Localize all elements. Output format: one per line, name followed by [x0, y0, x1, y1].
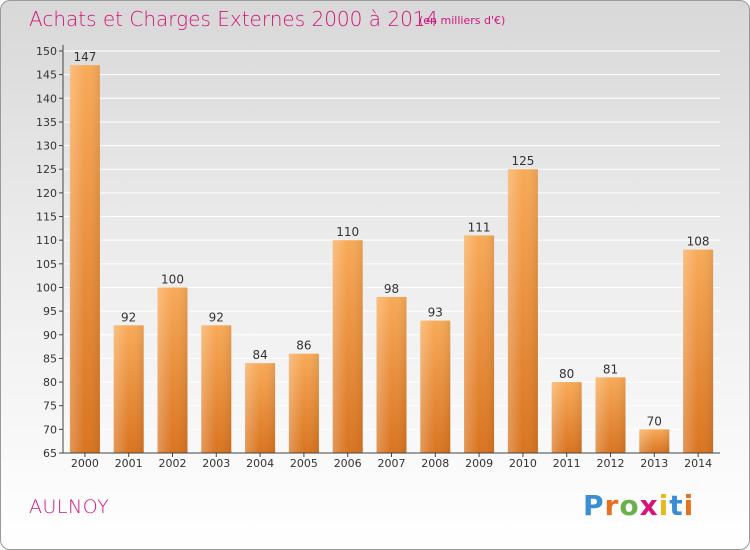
x-tick-label: 2010: [509, 457, 537, 470]
x-tick-label: 2004: [246, 457, 274, 470]
bar-shade: [595, 377, 626, 453]
bar-shade: [639, 429, 670, 453]
x-tick-label: 2008: [421, 457, 449, 470]
x-tick-label: 2012: [597, 457, 625, 470]
logo-letter: i: [658, 489, 670, 522]
y-tick-label: 80: [43, 376, 57, 389]
data-label: 84: [252, 348, 267, 362]
y-tick-label: 150: [36, 45, 57, 58]
y-tick-label: 135: [36, 116, 57, 129]
data-label: 86: [296, 339, 311, 353]
bar-shade: [201, 325, 232, 453]
y-tick-label: 110: [36, 234, 57, 247]
bar-shade: [551, 382, 582, 453]
y-tick-label: 130: [36, 140, 57, 153]
x-axis-ticks: 2000 2001 2002 2003 2004 2005 2006 2007 2008 2009…: [71, 453, 712, 470]
bar-shade: [245, 363, 276, 453]
data-label: 70: [647, 414, 662, 428]
bar-shade: [464, 235, 495, 453]
bar-shade: [420, 320, 451, 453]
proxiti-logo: Proxiti: [583, 489, 694, 522]
y-tick-label: 115: [36, 211, 57, 224]
x-tick-label: 2014: [684, 457, 712, 470]
y-tick-label: 140: [36, 92, 57, 105]
y-tick-label: 125: [36, 163, 57, 176]
logo-letter: t: [669, 489, 684, 522]
data-label: 81: [603, 362, 618, 376]
data-labels: 147 92 100 92 84 86 110 98 93 111 125 80 81 70 108: [73, 50, 709, 428]
logo-letter: x: [639, 489, 659, 522]
bar-shade: [288, 353, 319, 453]
x-tick-label: 2013: [640, 457, 668, 470]
logo-letter: P: [583, 489, 605, 522]
y-tick-label: 145: [36, 69, 57, 82]
logo-letter: o: [619, 489, 640, 522]
x-tick-label: 2003: [202, 457, 230, 470]
x-tick-label: 2006: [334, 457, 362, 470]
x-tick-label: 2009: [465, 457, 493, 470]
data-label: 92: [121, 310, 136, 324]
y-tick-label: 90: [43, 329, 57, 342]
x-tick-label: 2001: [115, 457, 143, 470]
y-tick-label: 75: [43, 400, 57, 413]
data-label: 100: [161, 272, 184, 286]
y-tick-label: 100: [36, 281, 57, 294]
x-tick-label: 2005: [290, 457, 318, 470]
data-label: 93: [428, 306, 443, 320]
data-label: 125: [511, 154, 534, 168]
x-tick-label: 2007: [378, 457, 406, 470]
y-tick-label: 65: [43, 447, 57, 460]
data-label: 111: [468, 220, 491, 234]
data-label: 98: [384, 282, 399, 296]
y-tick-label: 95: [43, 305, 57, 318]
axes: [62, 45, 720, 454]
y-axis-ticks: 65 70 75 80 85 90 95 100 105 110 115 120 125 130 135 14…: [36, 45, 63, 460]
x-tick-label: 2011: [553, 457, 581, 470]
bar-shade: [683, 249, 714, 453]
data-label: 110: [336, 225, 359, 239]
bar-shade: [376, 296, 407, 453]
bar-shade: [113, 325, 144, 453]
logo-letter: i: [683, 489, 695, 522]
chart-title: Achats et Charges Externes 2000 à 2014: [29, 7, 439, 31]
bar-shade: [69, 65, 100, 453]
data-label: 147: [73, 50, 96, 64]
x-tick-label: 2002: [159, 457, 187, 470]
bars: [69, 65, 714, 453]
y-tick-label: 120: [36, 187, 57, 200]
data-label: 80: [559, 367, 574, 381]
bar-shade: [507, 169, 538, 453]
chart-unit: (en milliers d'€): [419, 14, 506, 27]
bar-shade: [332, 240, 363, 453]
bar-shade: [157, 287, 188, 453]
x-tick-label: 2000: [71, 457, 99, 470]
commune-name: AULNOY: [29, 496, 110, 518]
y-tick-label: 70: [43, 423, 57, 436]
data-label: 92: [209, 310, 224, 324]
y-tick-label: 85: [43, 352, 57, 365]
logo-letter: r: [604, 489, 620, 522]
data-label: 108: [687, 235, 710, 249]
y-tick-label: 105: [36, 258, 57, 271]
